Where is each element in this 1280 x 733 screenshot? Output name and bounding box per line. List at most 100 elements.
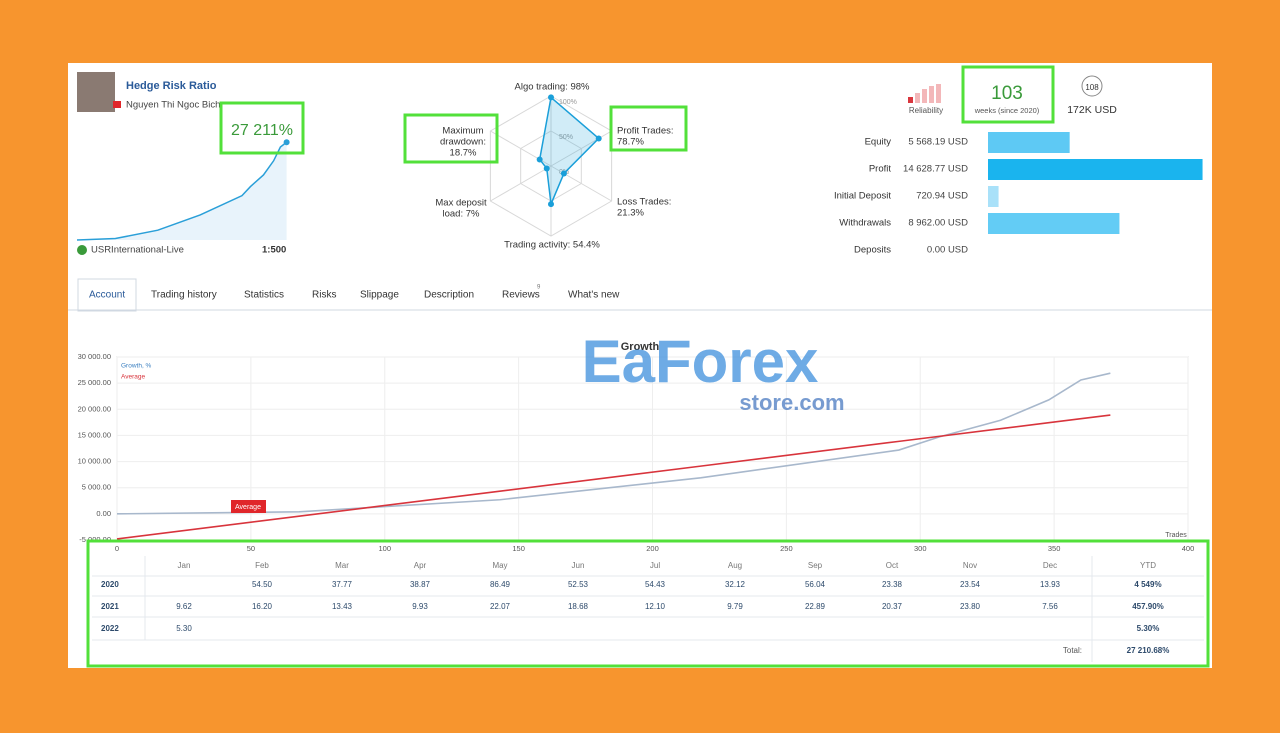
weeks-label: weeks (since 2020) — [974, 106, 1040, 115]
table-cell: 38.87 — [410, 580, 431, 589]
legend-label: Growth, % — [121, 363, 152, 370]
youtube-icon — [113, 101, 121, 108]
x-tick-label: 50 — [247, 544, 255, 553]
radar-label: Trading activity: 54.4% — [504, 240, 600, 251]
y-tick-label: 20 000.00 — [78, 404, 111, 413]
radar-spoke — [550, 130, 612, 167]
total-value: 27 210.68% — [1127, 646, 1170, 655]
radar-spoke — [490, 165, 552, 202]
table-cell: 457.90% — [1132, 602, 1164, 611]
tab[interactable]: Risks — [312, 290, 336, 301]
table-cell: 37.77 — [332, 580, 353, 589]
radar-label: drawdown: — [440, 137, 486, 148]
reliability-bar — [936, 84, 941, 103]
x-tick-label: 0 — [115, 544, 119, 553]
table-header: Mar — [335, 561, 349, 570]
table-cell: 9.62 — [176, 602, 192, 611]
legend-label: Average — [121, 374, 145, 381]
year-label: 2022 — [101, 624, 119, 633]
table-header: Dec — [1043, 561, 1057, 570]
reliability-bar — [915, 93, 920, 103]
table-cell: 23.38 — [882, 580, 903, 589]
avatar[interactable] — [77, 72, 115, 112]
table-cell: 13.43 — [332, 602, 353, 611]
x-tick-label: 300 — [914, 544, 927, 553]
sparkline-area — [77, 142, 287, 240]
balance-bar — [988, 132, 1070, 153]
title[interactable]: Hedge Risk Ratio — [126, 80, 217, 92]
subscribers: 108 — [1085, 83, 1099, 92]
table-cell: 22.89 — [805, 602, 826, 611]
tab[interactable]: Account — [89, 290, 125, 301]
radar-label: 21.3% — [617, 208, 644, 219]
year-label: 2021 — [101, 602, 119, 611]
balance-value: 720.94 USD — [916, 191, 968, 202]
y-tick-label: 25 000.00 — [78, 378, 111, 387]
tab[interactable]: Trading history — [151, 290, 217, 301]
radar-point — [543, 165, 550, 172]
highlight — [219, 101, 305, 155]
active-tab-frame — [77, 278, 137, 312]
table-header: Nov — [963, 561, 977, 570]
server: USRInternational-Live — [91, 245, 184, 256]
table-header: Jul — [650, 561, 660, 570]
table-cell: 32.12 — [725, 580, 746, 589]
verified-icon — [77, 245, 87, 255]
tab[interactable]: Slippage — [360, 290, 399, 301]
table-cell: 23.80 — [960, 602, 981, 611]
year-label: 2020 — [101, 580, 119, 589]
line — [116, 414, 1111, 540]
radar-ring-label: 50% — [559, 134, 573, 141]
table-cell: 16.20 — [252, 602, 273, 611]
table-cell: 22.07 — [490, 602, 511, 611]
tab[interactable]: Statistics — [244, 290, 284, 301]
x-axis-label: Trades — [1165, 532, 1187, 539]
table-cell: 86.49 — [490, 580, 511, 589]
balance-bar — [988, 213, 1120, 234]
x-tick-label: 400 — [1182, 544, 1195, 553]
radar-point — [595, 135, 602, 142]
y-tick-label: 5 000.00 — [82, 483, 111, 492]
radar-label: 18.7% — [450, 148, 477, 159]
radar-label: Max deposit — [435, 198, 487, 209]
reliability-bar — [908, 97, 913, 103]
radar-label: load: 7% — [443, 209, 481, 220]
table-cell: 5.30% — [1137, 624, 1160, 633]
radar-point — [548, 94, 554, 101]
tab[interactable]: What's new — [568, 290, 620, 301]
watermark-site: store.com — [739, 390, 844, 415]
highlight — [403, 113, 499, 164]
highlight — [961, 65, 1055, 124]
y-tick-label: 15 000.00 — [78, 430, 111, 439]
table-header: Apr — [414, 561, 427, 570]
table-cell: 52.53 — [568, 580, 589, 589]
reliability-bar — [929, 86, 934, 103]
x-tick-label: 250 — [780, 544, 793, 553]
table-cell: 4 549% — [1134, 580, 1161, 589]
table-cell: 7.56 — [1042, 602, 1058, 611]
tab[interactable]: Description — [424, 290, 474, 301]
balance-bar — [988, 159, 1203, 180]
tab[interactable]: Reviews — [502, 290, 540, 301]
total-label: Total: — [1063, 646, 1082, 655]
radar-point — [560, 170, 567, 177]
table-header: Jan — [178, 561, 191, 570]
table-header: Sep — [808, 561, 823, 570]
leverage: 1:500 — [262, 245, 286, 256]
y-tick-label: 30 000.00 — [78, 352, 111, 361]
balance-bar — [988, 186, 999, 207]
reliability: Reliability — [909, 106, 943, 115]
table-header: May — [492, 561, 507, 570]
table-cell: 12.10 — [645, 602, 666, 611]
table-cell: 5.30 — [176, 624, 192, 633]
balance-value: 8 962.00 USD — [908, 218, 968, 229]
y-tick-label: 0.00 — [96, 509, 111, 518]
x-tick-label: 100 — [378, 544, 391, 553]
radar-point — [548, 201, 554, 208]
reviews-count: 9 — [537, 285, 541, 291]
radar-label: Loss Trades: — [617, 197, 671, 208]
reliability-bar — [922, 89, 927, 103]
balance-label: Initial Deposit — [834, 191, 891, 202]
annotation-box — [231, 500, 266, 513]
x-tick-label: 200 — [646, 544, 659, 553]
